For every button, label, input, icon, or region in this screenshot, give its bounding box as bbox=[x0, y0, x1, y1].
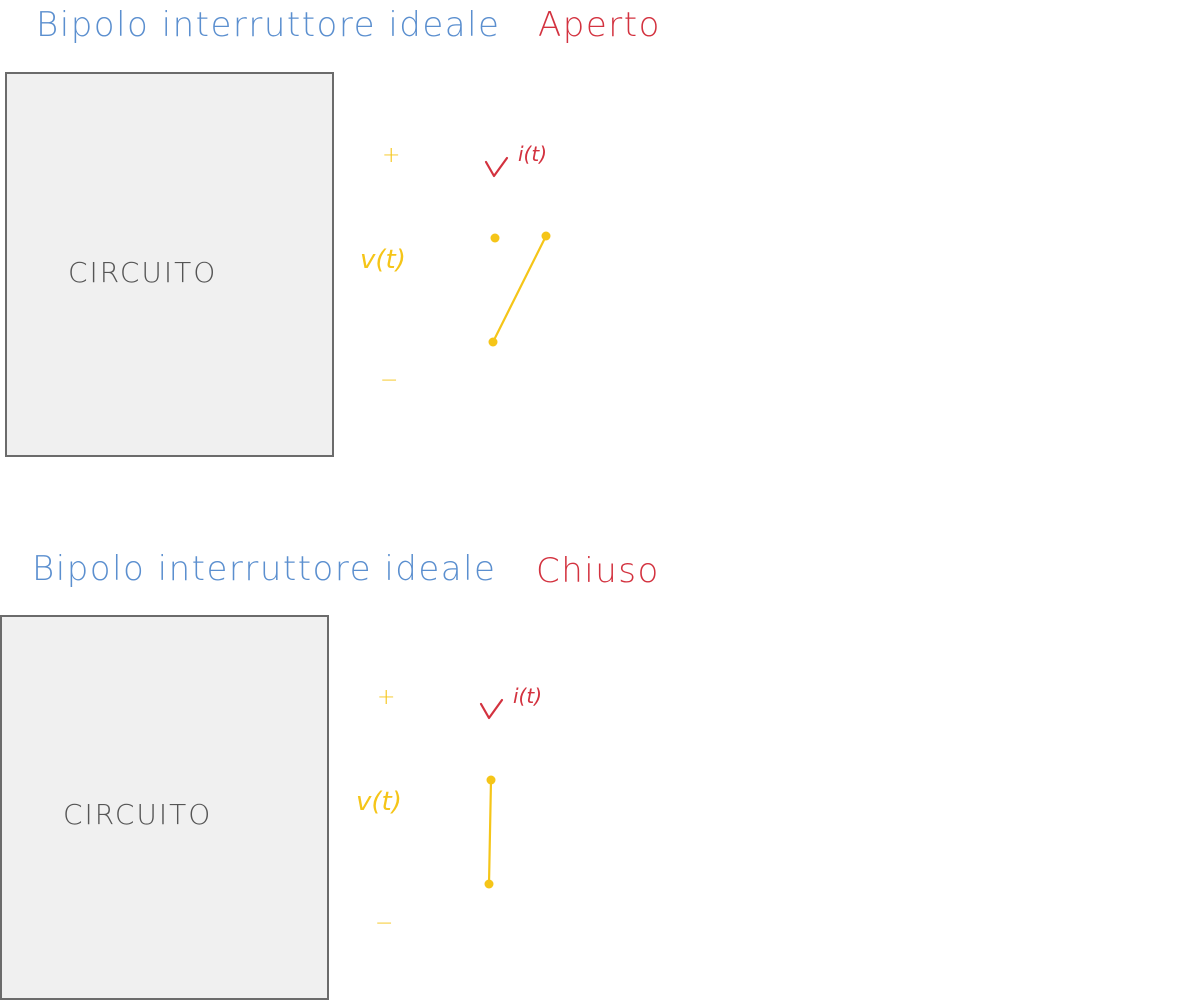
closed-switch-state-label: Chiuso bbox=[536, 551, 660, 591]
closed-voltage-label: v(t) bbox=[356, 787, 402, 817]
open-circuit-box bbox=[5, 72, 334, 457]
open-current-arrow-icon bbox=[484, 156, 509, 178]
open-switch-panel: Bipolo interruttore ideale Aperto CIRCUI… bbox=[5, 5, 661, 457]
closed-switch-panel: Bipolo interruttore ideale Chiuso CIRCUI… bbox=[0, 549, 660, 1000]
open-switch-blade bbox=[491, 234, 548, 344]
open-voltage-label: v(t) bbox=[360, 245, 406, 275]
open-plus-terminal-sign: + bbox=[382, 143, 400, 168]
open-switch-title: Bipolo interruttore ideale bbox=[36, 5, 500, 45]
open-circuit-box-label: CIRCUITO bbox=[68, 256, 217, 289]
closed-circuit-box-label: CIRCUITO bbox=[63, 798, 212, 831]
open-switch-state-label: Aperto bbox=[538, 5, 661, 45]
open-top-fixed-contact bbox=[490, 233, 500, 243]
open-current-label: i(t) bbox=[518, 142, 547, 166]
closed-minus-terminal-sign: − bbox=[375, 911, 393, 936]
closed-switch-title: Bipolo interruttore ideale bbox=[32, 549, 496, 589]
open-minus-terminal-sign: − bbox=[380, 368, 398, 393]
closed-current-label: i(t) bbox=[513, 684, 542, 708]
closed-switch-blade bbox=[487, 778, 493, 886]
closed-current-arrow-icon bbox=[479, 698, 504, 720]
closed-circuit-box bbox=[0, 615, 329, 1000]
closed-plus-terminal-sign: + bbox=[377, 685, 395, 710]
